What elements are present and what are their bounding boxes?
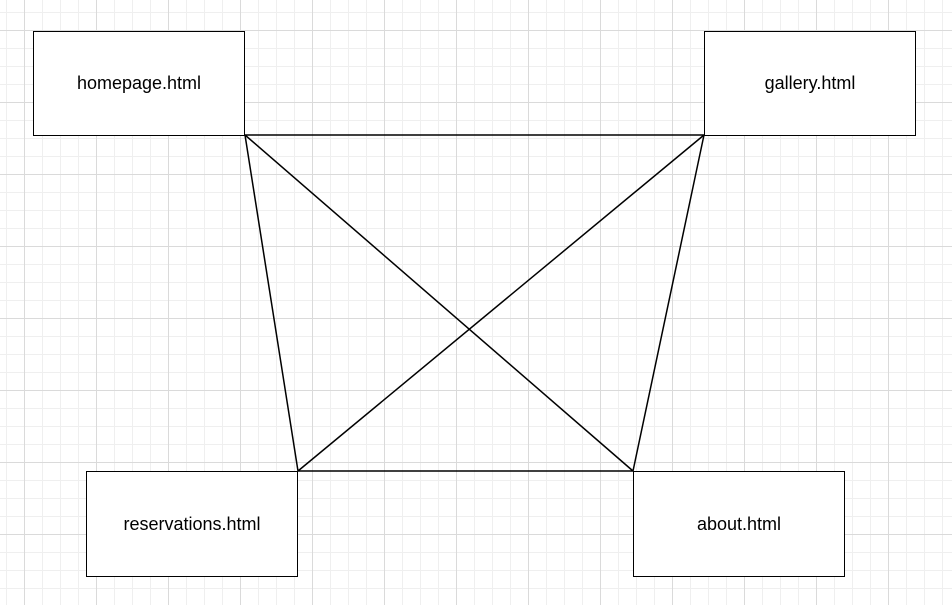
edge-gallery-reservations [297, 134, 705, 472]
node-label-about: about.html [696, 513, 782, 534]
node-homepage[interactable]: homepage.html [33, 31, 245, 136]
edge-homepage-reservations [244, 134, 299, 472]
node-reservations[interactable]: reservations.html [86, 471, 298, 577]
node-about[interactable]: about.html [633, 471, 845, 577]
node-gallery[interactable]: gallery.html [704, 31, 916, 136]
node-label-gallery: gallery.html [764, 73, 856, 93]
node-label-homepage: homepage.html [76, 73, 202, 93]
edge-gallery-about [632, 134, 705, 472]
node-label-reservations: reservations.html [123, 513, 261, 534]
edge-homepage-about [244, 134, 634, 472]
